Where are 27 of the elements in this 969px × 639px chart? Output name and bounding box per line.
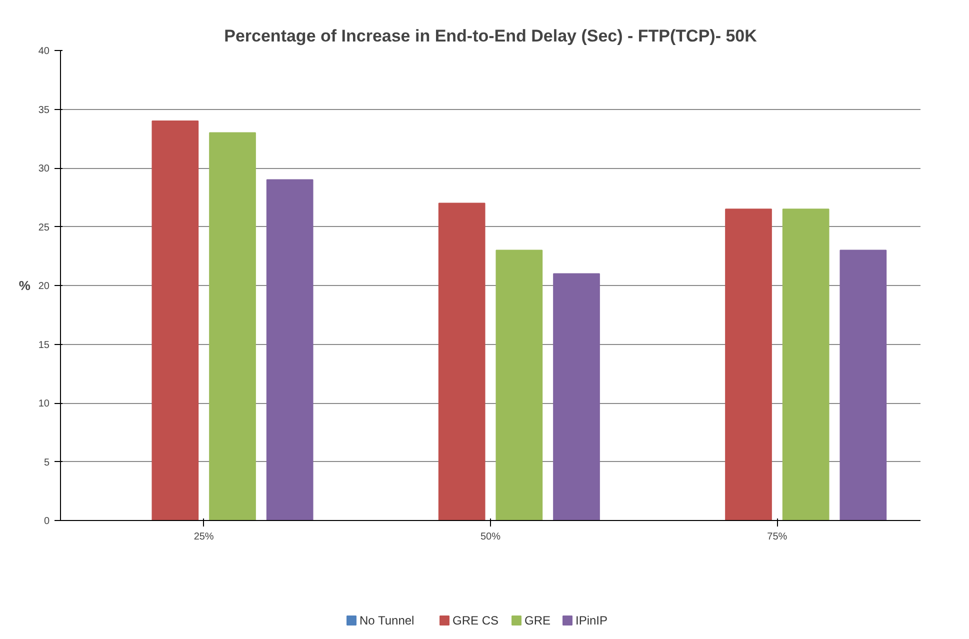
legend-label: IPinIP — [576, 614, 608, 628]
y-tick-label: 5 — [44, 457, 50, 468]
bar — [209, 132, 256, 520]
legend-label: GRE CS — [452, 614, 499, 628]
bar — [438, 202, 486, 520]
y-tick-label: 30 — [38, 164, 50, 174]
y-tick-label: 40 — [38, 46, 50, 57]
y-tick-label: 15 — [38, 340, 50, 351]
bar — [266, 179, 314, 520]
y-tick-label: 25 — [38, 222, 50, 234]
y-tick-label: 10 — [38, 398, 50, 410]
chart-title: Percentage of Increase in End-to-End Delay (Sec) - FTP(TCP)- 50K — [224, 26, 758, 46]
x-tick-label: 25% — [194, 532, 214, 542]
x-tick-label: 75% — [767, 532, 788, 542]
x-tick-label: 50% — [480, 532, 501, 542]
bar — [496, 250, 543, 520]
bar — [152, 120, 199, 520]
y-tick-label: 35 — [38, 104, 50, 116]
legend-label: No Tunnel — [360, 614, 414, 628]
y-tick-label: 20 — [38, 281, 50, 292]
bar — [840, 250, 887, 520]
y-axis-title: % — [18, 278, 31, 293]
bar — [782, 208, 830, 520]
y-tick-label: 0 — [44, 516, 50, 527]
bar — [725, 208, 772, 520]
legend-label: GRE — [524, 614, 551, 628]
bar — [553, 273, 600, 520]
